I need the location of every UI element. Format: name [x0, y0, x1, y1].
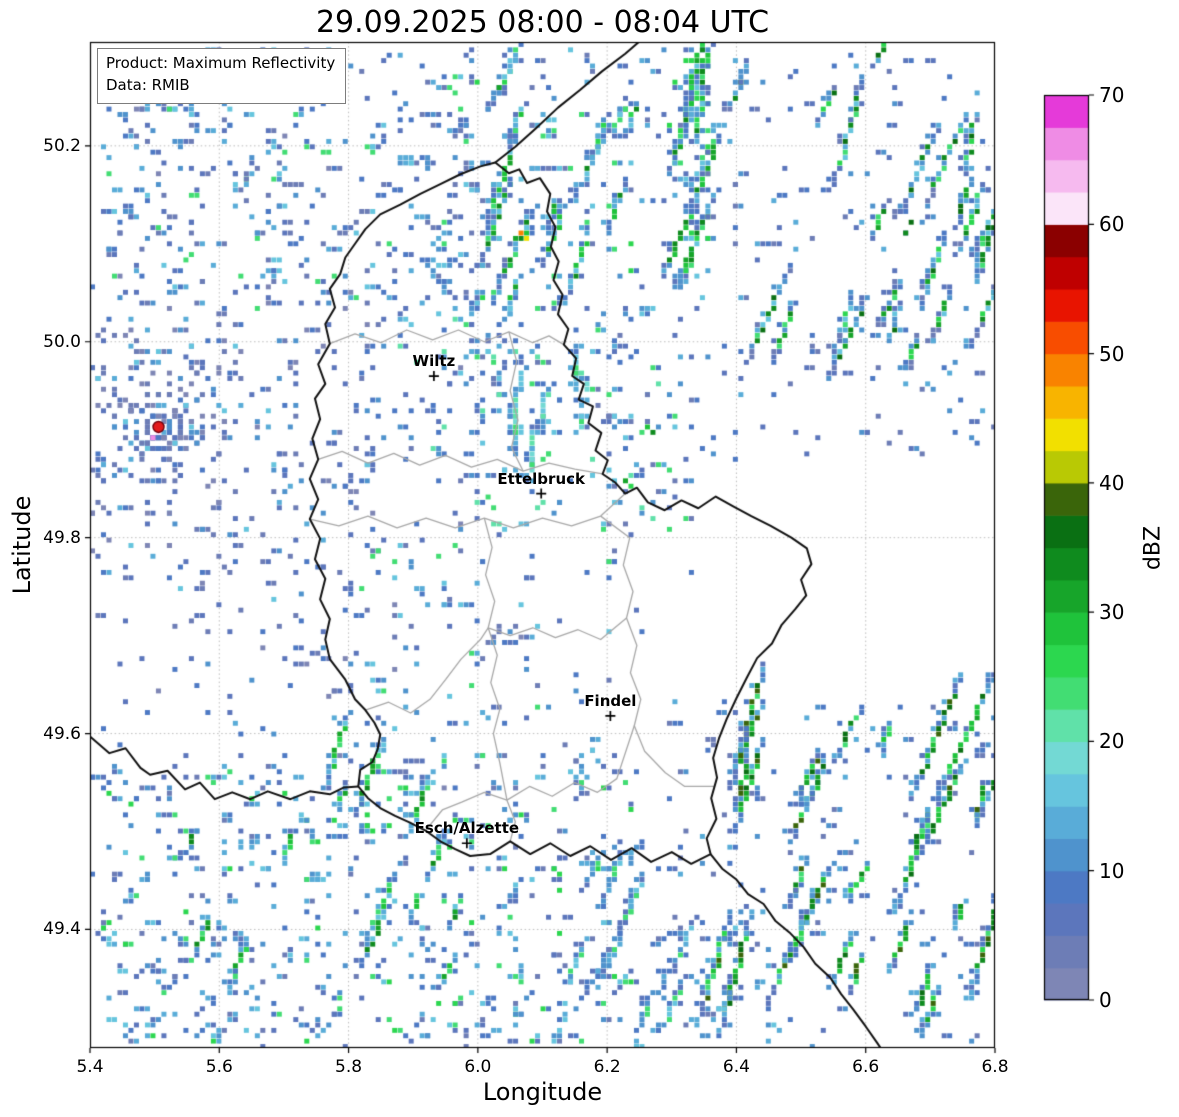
x-tick-label: 5.4 [76, 1057, 104, 1077]
city-label-ettelbruck: Ettelbruck [497, 469, 585, 488]
plot-title: 29.09.2025 08:00 - 08:04 UTC [315, 5, 770, 40]
y-tick-label: 49.4 [43, 919, 81, 940]
colorbar-tick-label: 60 [1099, 212, 1125, 237]
colorbar-tick-label: 20 [1099, 729, 1125, 754]
data-source-label: Data: RMIB [106, 75, 190, 94]
product-info-box: Product: Maximum Reflectivity Data: RMIB [97, 48, 347, 104]
y-tick-label: 49.8 [43, 527, 81, 548]
y-axis-label: Latitude [8, 495, 36, 595]
city-label-findel: Findel [584, 691, 637, 710]
x-tick-label: 5.8 [335, 1057, 363, 1077]
x-tick-label: 6.2 [593, 1057, 621, 1077]
x-tick-label: 6.6 [852, 1057, 880, 1077]
x-axis-label: Longitude [482, 1078, 603, 1106]
y-tick-label: 49.6 [43, 723, 81, 744]
city-label-wiltz: Wiltz [412, 352, 456, 371]
y-tick-label: 50.0 [43, 331, 81, 352]
colorbar-tick-label: 0 [1099, 988, 1112, 1012]
x-tick-label: 6.0 [464, 1057, 492, 1077]
colorbar-tick-label: 30 [1099, 600, 1125, 625]
colorbar-tick-label: 70 [1099, 83, 1125, 107]
colorbar-tick-label: 10 [1099, 858, 1125, 883]
colorbar-tick-label: 50 [1099, 341, 1125, 366]
x-tick-label: 6.4 [722, 1057, 750, 1077]
product-name-label: Product: Maximum Reflectivity [106, 54, 336, 72]
colorbar-tick-label: 40 [1099, 470, 1125, 495]
city-label-esch-alzette: Esch/Alzette [414, 819, 520, 838]
x-tick-label: 6.8 [981, 1057, 1009, 1077]
y-tick-label: 50.2 [43, 135, 81, 156]
x-tick-label: 5.6 [205, 1057, 233, 1077]
colorbar-label: dBZ [1140, 525, 1166, 571]
